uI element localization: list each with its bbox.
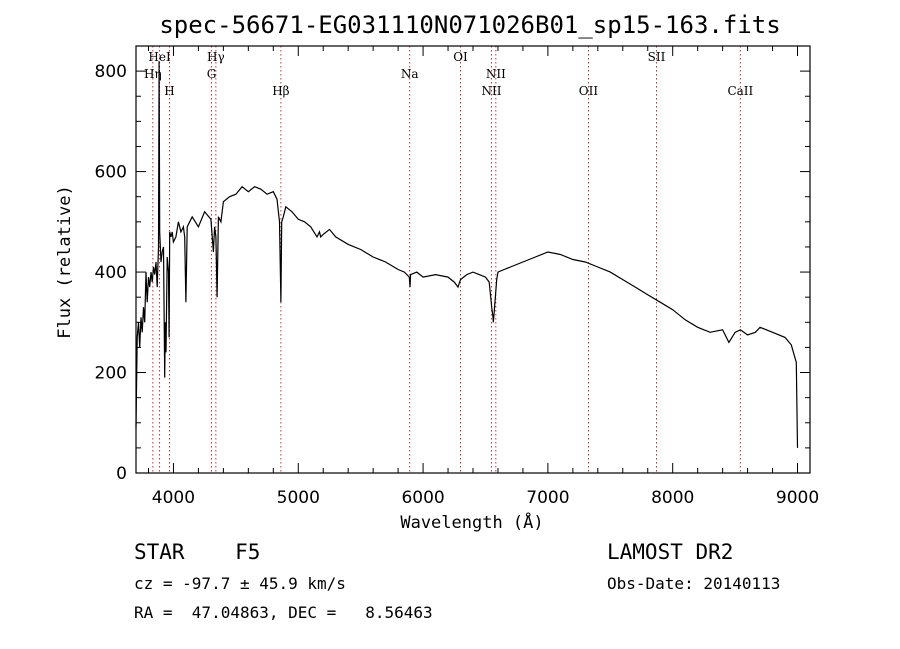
line-marker-label: NII: [486, 67, 506, 81]
y-axis-label: Flux (relative): [55, 185, 75, 339]
plot-frame: [135, 45, 811, 474]
line-marker-label: H: [164, 84, 174, 98]
line-marker-label: OII: [579, 84, 599, 98]
x-tick-label: 7000: [526, 488, 569, 508]
line-marker-label: Na: [401, 67, 419, 81]
y-tick-label: 400: [95, 263, 127, 283]
x-axis: 4000 5000 6000 7000 8000 9000: [147, 46, 819, 508]
chart-title: spec-56671-EG031110N071026B01_sp15-163.f…: [159, 11, 780, 39]
line-markers: Hη HeI H Hγ G Hβ Na OI NII NII OII SII CaII: [144, 46, 754, 473]
obs-date: Obs-Date: 20140113: [607, 574, 781, 593]
y-tick-label: 600: [95, 163, 127, 183]
x-tick-label: 5000: [277, 488, 320, 508]
line-marker-label: CaII: [727, 84, 753, 98]
x-tick-label: 9000: [776, 488, 819, 508]
line-marker-label: Hβ: [272, 84, 289, 98]
y-tick-label: 800: [95, 62, 127, 82]
y-tick-label: 0: [116, 464, 127, 484]
line-marker-label: Hγ: [207, 50, 225, 64]
line-marker-label: NII: [481, 84, 501, 98]
ra-dec: RA = 47.04863, DEC = 8.56463: [134, 603, 433, 622]
redshift-cz: cz = -97.7 ± 45.9 km/s: [134, 574, 346, 593]
line-marker-label: Hη: [144, 67, 162, 81]
line-marker-label: SII: [648, 50, 666, 64]
x-axis-label: Wavelength (Å): [400, 511, 543, 533]
y-axis: 0 200 400 600 800: [95, 45, 810, 484]
x-tick-label: 4000: [152, 488, 195, 508]
object-class: STAR F5: [134, 540, 261, 564]
line-marker-label: OI: [453, 50, 468, 64]
x-tick-label: 6000: [401, 488, 444, 508]
line-marker-label: G: [207, 67, 217, 81]
line-marker-label: HeI: [148, 50, 171, 64]
survey-name: LAMOST DR2: [607, 540, 734, 564]
spectrum-line: [135, 61, 799, 448]
x-tick-label: 8000: [651, 488, 694, 508]
y-tick-label: 200: [95, 364, 127, 384]
